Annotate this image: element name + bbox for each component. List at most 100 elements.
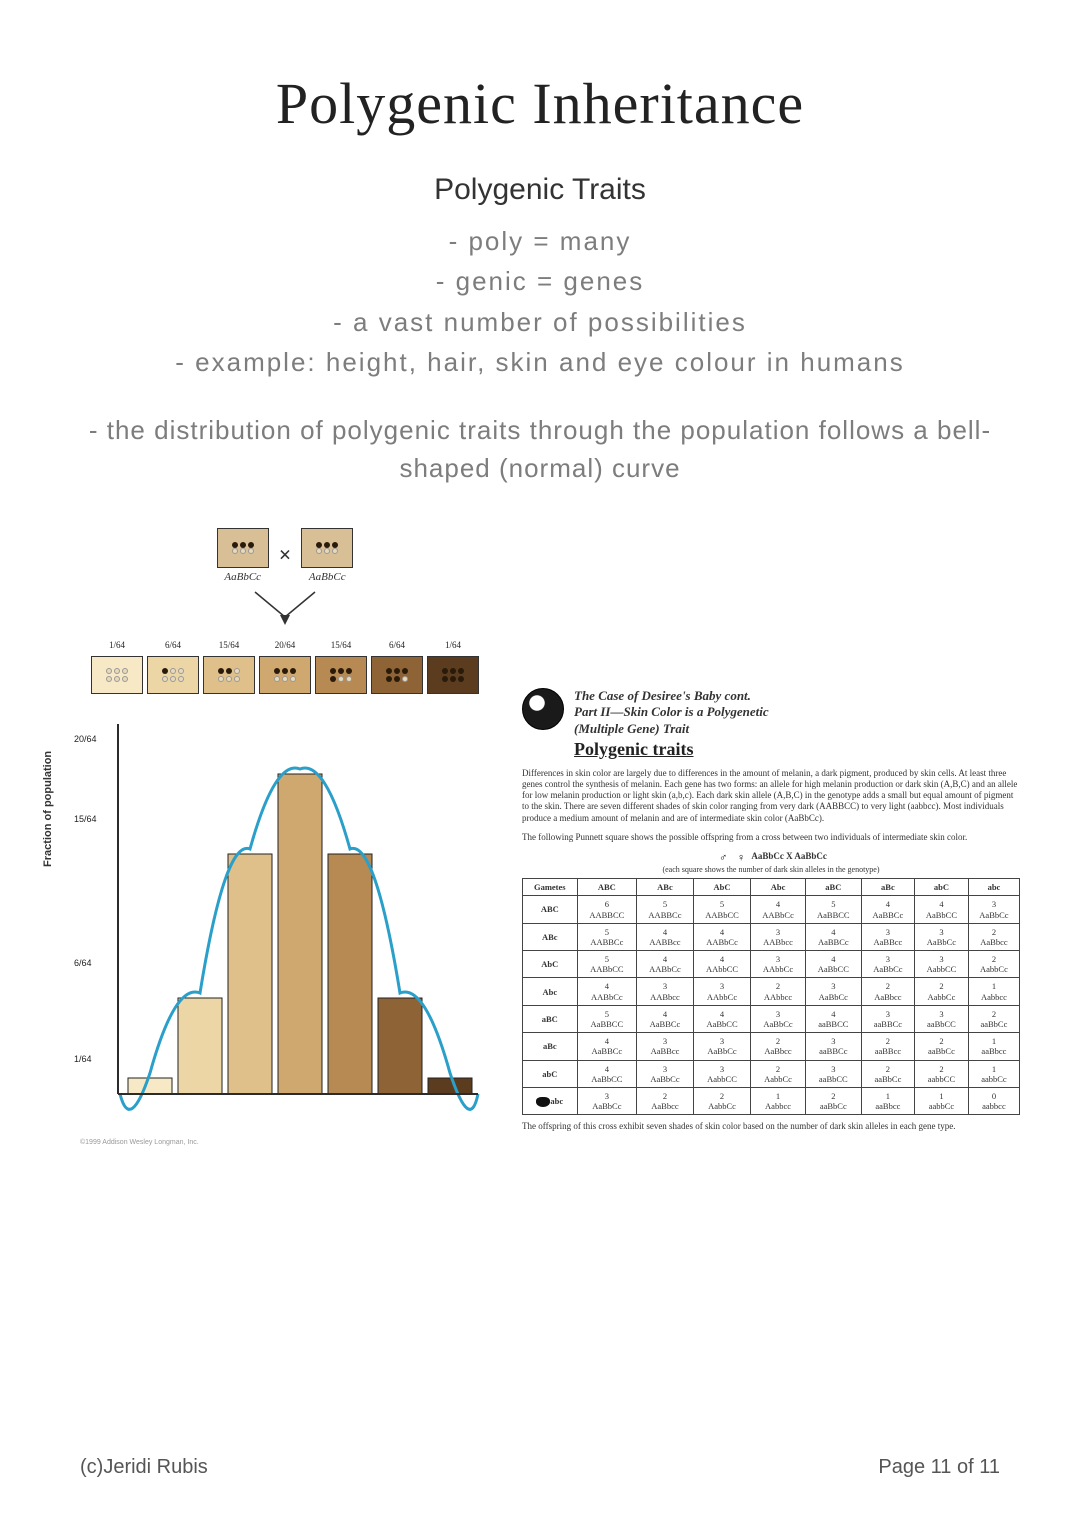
punnett-cell: 3aaBbCC	[915, 1005, 969, 1032]
bullet-item: - poly = many	[60, 221, 1020, 261]
case-header: The Case of Desiree's Baby cont. Part II…	[522, 688, 1020, 762]
punnett-col-header: aBc	[861, 879, 914, 896]
punnett-cell: 2aaBbCc	[968, 1005, 1019, 1032]
footer-copyright: (c)Jeridi Rubis	[80, 1456, 208, 1479]
punnett-cell: 4AABbCc	[751, 896, 806, 923]
body-paragraph: - the distribution of polygenic traits t…	[60, 412, 1020, 487]
punnett-title: ♂♀ AaBbCc X AaBbCc	[522, 851, 1020, 863]
phenotype-fraction-row: 1/646/6415/6420/6415/646/641/64	[60, 640, 510, 650]
punnett-cell: 4AaBbCC	[805, 951, 861, 978]
punnett-cell: 3AABbcc	[637, 978, 694, 1005]
punnett-cell: 4AABbCc	[637, 951, 694, 978]
punnett-row-header: aBC	[523, 1005, 578, 1032]
punnett-cell: 3AaBbCc	[577, 1087, 637, 1114]
punnett-cell: 4AaBbCC	[693, 1005, 750, 1032]
punnett-cell: 1aaBbcc	[861, 1087, 914, 1114]
punnett-cell: 3AAbbCc	[751, 951, 806, 978]
punnett-row: aBc4AaBBCc3AaBBcc3AaBbCc2AaBbcc3aaBBCc2a…	[523, 1033, 1020, 1060]
figures-row: AaBbCc × AaBbCc 1/64 6/64 15/64 20/64 15/64 6…	[60, 528, 1020, 1188]
punnett-cell: 3AaBbCc	[861, 951, 914, 978]
punnett-row-header: abc	[523, 1087, 578, 1114]
subtitle: Polygenic Traits	[60, 173, 1020, 207]
phenotype-fraction: 6/64	[147, 640, 199, 650]
punnett-col-header: aBC	[805, 879, 861, 896]
punnett-cell: 3aaBBCc	[805, 1033, 861, 1060]
bullet-list: - poly = many - genic = genes - a vast n…	[60, 221, 1020, 382]
punnett-cell: 3aaBbCC	[805, 1060, 861, 1087]
case-title-line2: Part II—Skin Color is a Polygenetic	[574, 704, 769, 721]
punnett-cell: 5AABBCc	[577, 923, 637, 950]
punnett-col-header: Gametes	[523, 879, 578, 896]
bullet-item: - genic = genes	[60, 261, 1020, 301]
punnett-cell: 1aaBbcc	[968, 1033, 1019, 1060]
phenotype-fraction: 1/64	[427, 640, 479, 650]
punnett-col-header: abc	[968, 879, 1019, 896]
punnett-cell: 4AaBbCC	[915, 896, 969, 923]
y-tick-label: 20/64	[74, 734, 97, 744]
phenotype-fraction: 15/64	[203, 640, 255, 650]
case-body-paragraph-2: The following Punnett square shows the p…	[522, 832, 1020, 843]
arrow-icon	[60, 587, 510, 632]
punnett-cell: 1aabbCc	[968, 1060, 1019, 1087]
punnett-row: Abc4AABbCc3AABbcc3AAbbCc2AAbbcc3AaBbCc2A…	[523, 978, 1020, 1005]
punnett-cell: 2aaBbCc	[861, 1060, 914, 1087]
phenotype-fraction: 1/64	[91, 640, 143, 650]
punnett-row-header: Abc	[523, 978, 578, 1005]
punnett-cell: 2aabbCC	[915, 1060, 969, 1087]
punnett-cell: 2AabbCc	[751, 1060, 806, 1087]
punnett-row: ABc5AABBCc4AABBcc4AABbCc3AABbcc4AaBBCc3A…	[523, 923, 1020, 950]
phenotype-cell	[203, 656, 255, 694]
phenotype-cell	[427, 656, 479, 694]
punnett-cell: 2aaBbCc	[805, 1087, 861, 1114]
punnett-cell: 3AAbbCc	[693, 978, 750, 1005]
punnett-subtitle: (each square shows the number of dark sk…	[522, 865, 1020, 874]
punnett-cell: 4AABbCc	[577, 978, 637, 1005]
punnett-col-header: ABC	[577, 879, 637, 896]
punnett-cell: 1aabbCc	[915, 1087, 969, 1114]
punnett-row: aBC5AaBBCC4AaBBCc4AaBbCC3AaBbCc4aaBBCC3a…	[523, 1005, 1020, 1032]
case-footer-text: The offspring of this cross exhibit seve…	[522, 1121, 1020, 1131]
y-tick-label: 6/64	[74, 958, 92, 968]
parent-cross: AaBbCc × AaBbCc	[60, 528, 510, 583]
punnett-cell: 5AABbCC	[693, 896, 750, 923]
svg-text:♂: ♂	[719, 852, 727, 863]
punnett-row: ABC6AABBCC5AABBCc5AABbCC4AABbCc5AaBBCC4A…	[523, 896, 1020, 923]
punnett-cell: 4AAbbCC	[693, 951, 750, 978]
punnett-cell: 1Aabbcc	[968, 978, 1019, 1005]
punnett-cell: 2AabbCc	[968, 951, 1019, 978]
punnett-cell: 1Aabbcc	[751, 1087, 806, 1114]
page-title: Polygenic Inheritance	[60, 70, 1020, 137]
punnett-cell: 3AaBbCc	[805, 978, 861, 1005]
punnett-cell: 2AaBbcc	[637, 1087, 694, 1114]
phenotype-fraction: 15/64	[315, 640, 367, 650]
punnett-row: AbC5AABbCC4AABbCc4AAbbCC3AAbbCc4AaBbCC3A…	[523, 951, 1020, 978]
phenotype-fraction: 6/64	[371, 640, 423, 650]
bell-curve-figure: AaBbCc × AaBbCc 1/64 6/64 15/64 20/64 15/64 6…	[60, 528, 510, 1188]
punnett-cell: 4AaBBCc	[805, 923, 861, 950]
bell-curve-svg	[108, 714, 488, 1114]
punnett-row: abc3AaBbCc2AaBbcc2AabbCc1Aabbcc2aaBbCc1a…	[523, 1087, 1020, 1114]
punnett-row-header: abC	[523, 1060, 578, 1087]
y-tick-label: 15/64	[74, 814, 97, 824]
page-footer: (c)Jeridi Rubis Page 11 of 11	[80, 1456, 1000, 1479]
footer-page-number: Page 11 of 11	[878, 1456, 1000, 1479]
punnett-cell: 3AabbCC	[915, 951, 969, 978]
punnett-cell: 2aaBbCc	[915, 1033, 969, 1060]
bullet-item: - example: height, hair, skin and eye co…	[60, 342, 1020, 382]
punnett-cell: 4AABbCc	[693, 923, 750, 950]
bell-curve-chart: Fraction of population 20/6415/646/641/6…	[60, 704, 490, 1134]
globe-icon	[522, 688, 564, 730]
punnett-cell: 4AABBcc	[637, 923, 694, 950]
punnett-cell: 6AABBCC	[577, 896, 637, 923]
punnett-cell: 3AaBbCc	[915, 923, 969, 950]
y-axis-label: Fraction of population	[42, 750, 54, 866]
punnett-cell: 2AAbbcc	[751, 978, 806, 1005]
punnett-col-header: AbC	[693, 879, 750, 896]
punnett-cell: 3AaBbCc	[637, 1060, 694, 1087]
phenotype-cell	[91, 656, 143, 694]
phenotype-cell	[147, 656, 199, 694]
punnett-cell: 3aaBBCc	[861, 1005, 914, 1032]
case-title-line1: The Case of Desiree's Baby cont.	[574, 688, 769, 705]
handwritten-note: Polygenic traits	[574, 738, 693, 761]
punnett-cell: 0aabbcc	[968, 1087, 1019, 1114]
